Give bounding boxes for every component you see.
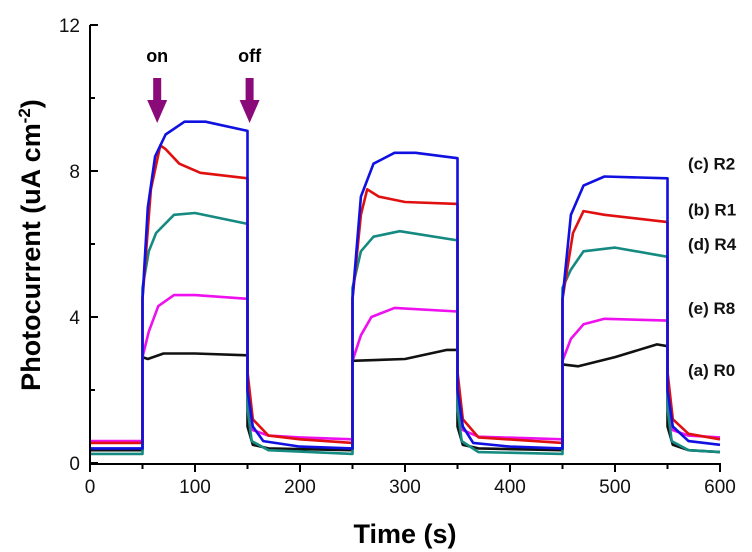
y-axis-label-sup: -2	[15, 108, 34, 123]
x-tick-label: 200	[284, 477, 316, 498]
x-tick-label: 400	[494, 477, 526, 498]
y-tick-label: 8	[69, 162, 80, 183]
series-line-e-r8	[90, 293, 721, 443]
ticks: 0 100 200 300 400 500 600 0 4 8 12	[59, 16, 736, 498]
annotation-on: on	[146, 46, 168, 66]
y-axis-label: Photocurrent (uA cm-2)	[15, 99, 46, 391]
series-label: (e) R8	[688, 299, 735, 318]
x-tick-label: 600	[704, 477, 736, 498]
y-axis-label-end: )	[16, 99, 46, 108]
series-label: (b) R1	[688, 200, 736, 219]
y-tick-label: 0	[69, 454, 80, 475]
series-labels: (c) R2 (b) R1 (d) R4 (e) R8 (a) R0	[688, 155, 737, 380]
x-axis-label: Time (s)	[353, 519, 456, 549]
arrow-down-icon	[147, 100, 168, 123]
series-label: (a) R0	[688, 361, 735, 380]
annotations: on off	[146, 46, 262, 123]
series-line-a-r0	[90, 343, 721, 454]
series-line-d-r4	[90, 211, 721, 456]
series-line-c-r2	[90, 120, 721, 450]
series-label: (c) R2	[688, 155, 735, 174]
x-tick-label: 500	[599, 477, 631, 498]
y-tick-label: 4	[69, 308, 80, 329]
arrow-shaft	[153, 78, 162, 104]
x-tick-label: 100	[179, 477, 211, 498]
annotation-off: off	[238, 46, 262, 66]
y-axis-label-main: Photocurrent (uA cm	[16, 123, 46, 391]
x-tick-label: 300	[389, 477, 421, 498]
axes	[89, 25, 721, 465]
series-label: (d) R4	[688, 235, 737, 254]
arrow-shaft	[245, 78, 254, 104]
series-layer	[90, 120, 721, 456]
arrow-down-icon	[239, 100, 260, 123]
x-tick-label: 0	[85, 477, 96, 498]
series-line-b-r1	[90, 144, 721, 445]
y-tick-label: 12	[59, 16, 80, 37]
